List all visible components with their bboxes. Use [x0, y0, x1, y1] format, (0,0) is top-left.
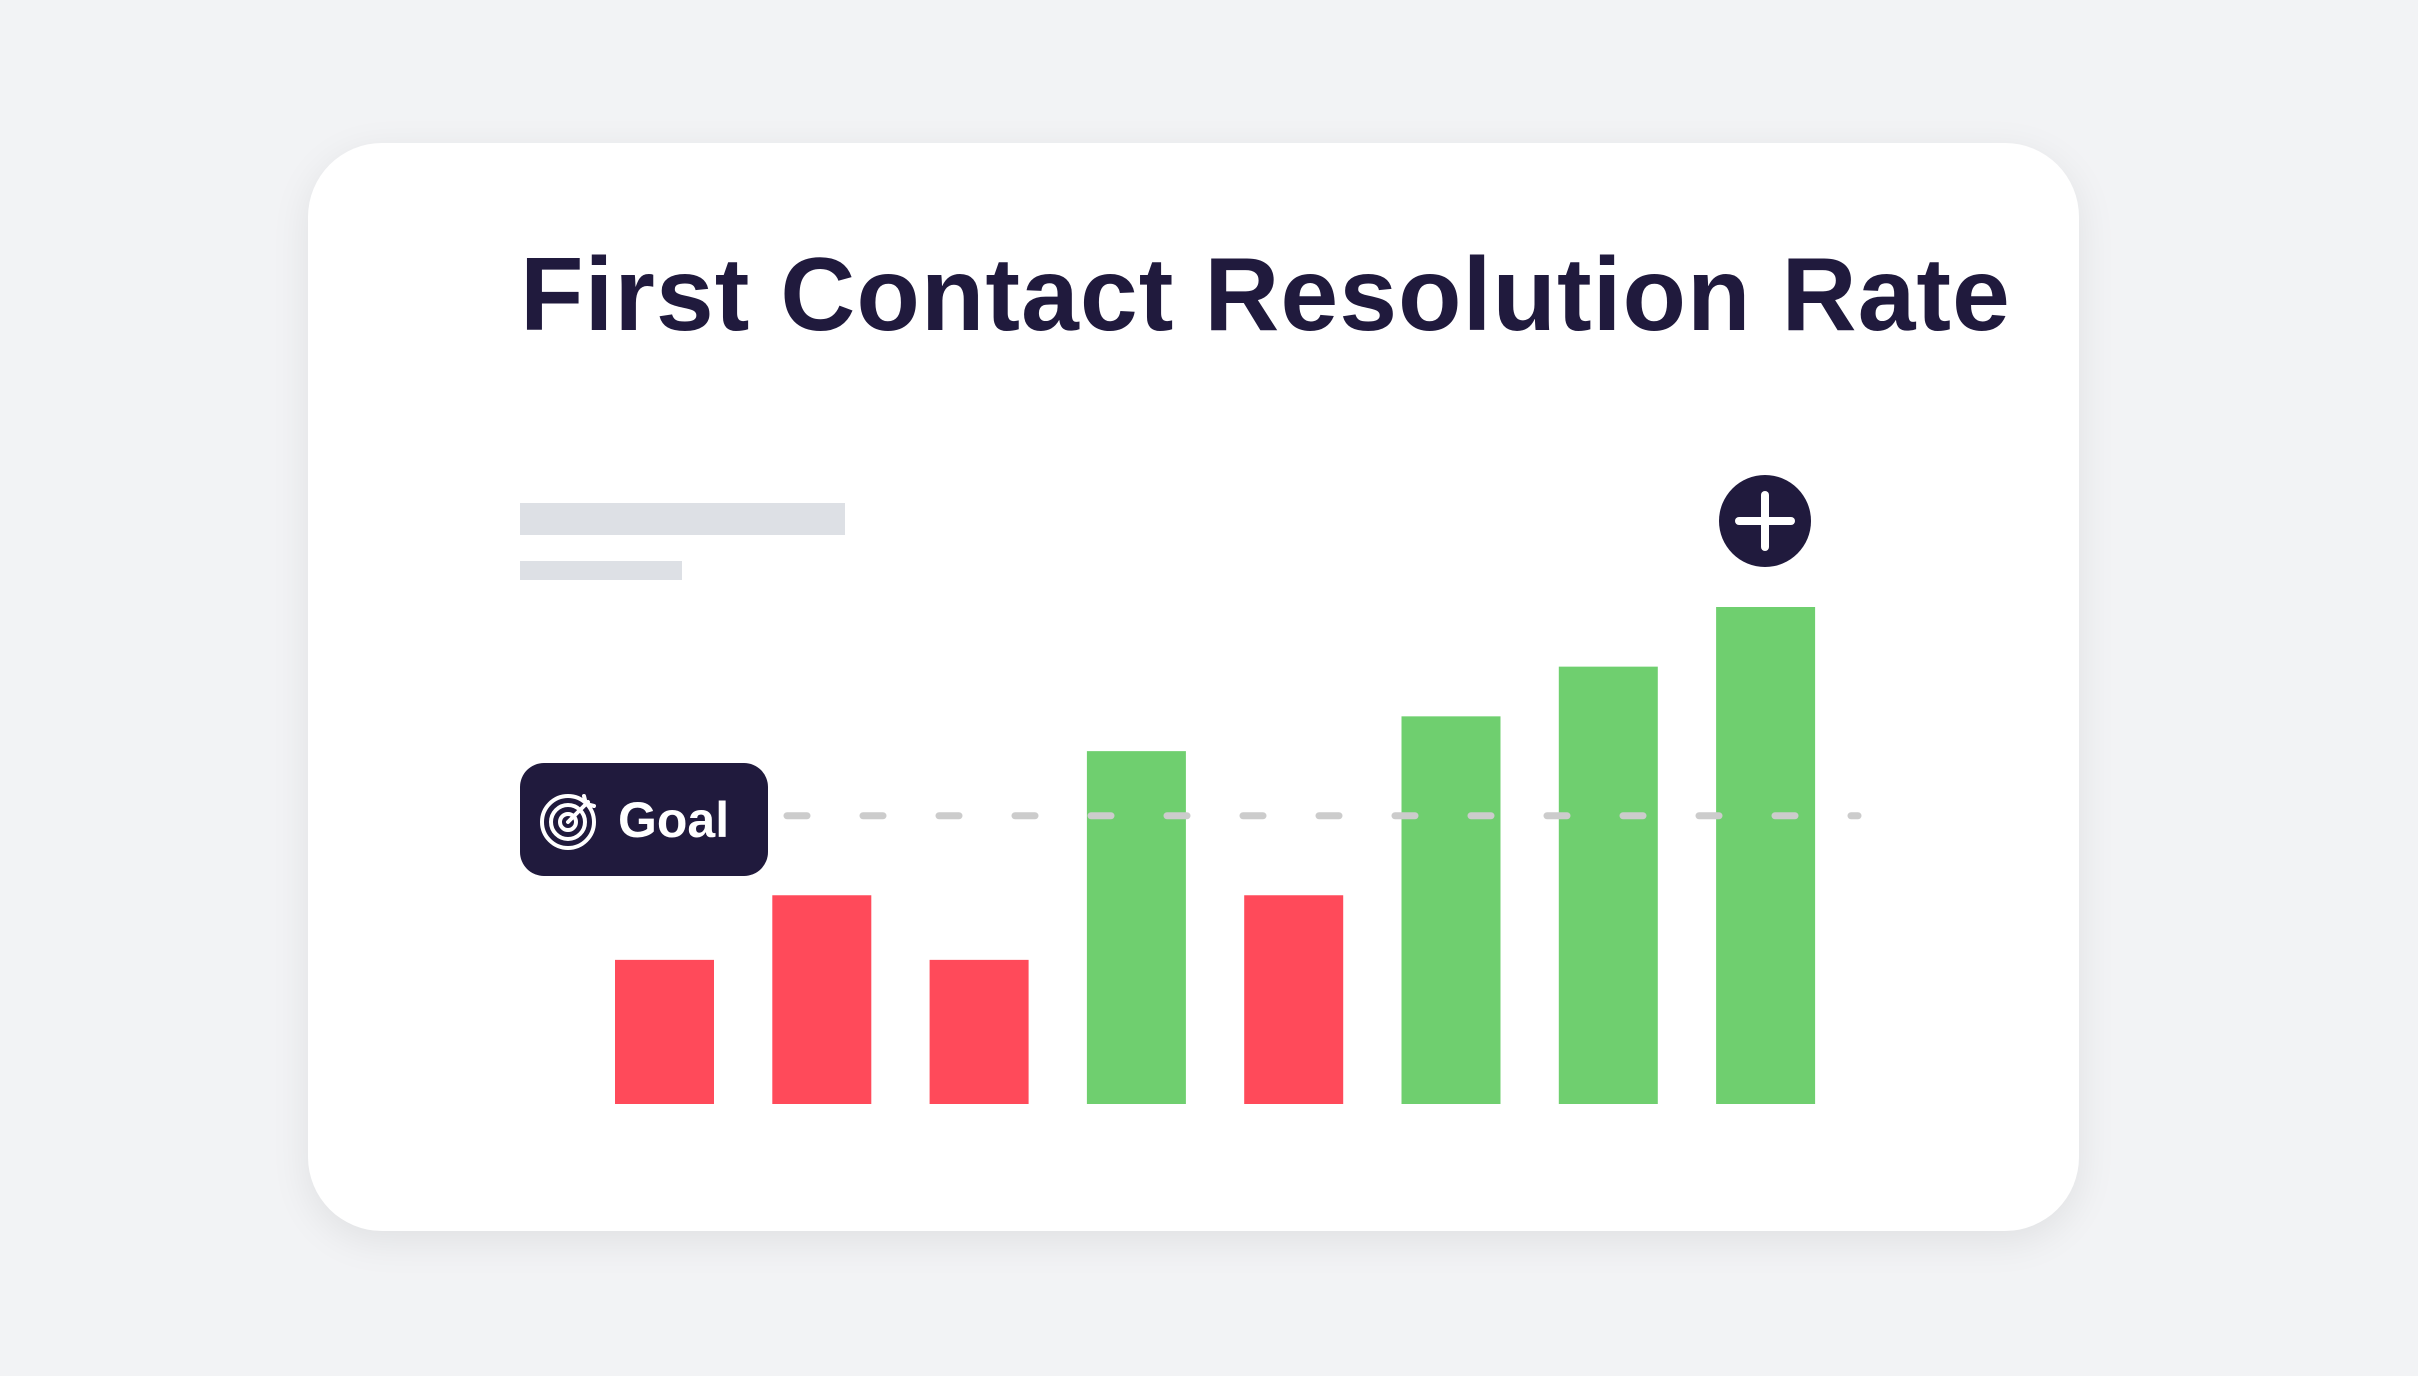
goal-badge: Goal [520, 763, 768, 876]
placeholder-line-short [520, 561, 682, 580]
bar-1 [615, 959, 714, 1104]
add-button[interactable] [1719, 475, 1811, 567]
bar-8 [1716, 607, 1816, 1104]
bar-6 [1401, 716, 1501, 1104]
goal-label: Goal [618, 791, 730, 848]
placeholder-line [520, 503, 845, 535]
bar-7 [1558, 666, 1658, 1104]
plus-icon [1735, 491, 1795, 551]
target-icon [540, 793, 596, 850]
bar-2 [772, 895, 872, 1104]
bar-4 [1086, 751, 1186, 1104]
chart-title: First Contact Resolution Rate [520, 237, 2011, 353]
bar-3 [929, 959, 1029, 1104]
bar-5 [1244, 895, 1344, 1104]
